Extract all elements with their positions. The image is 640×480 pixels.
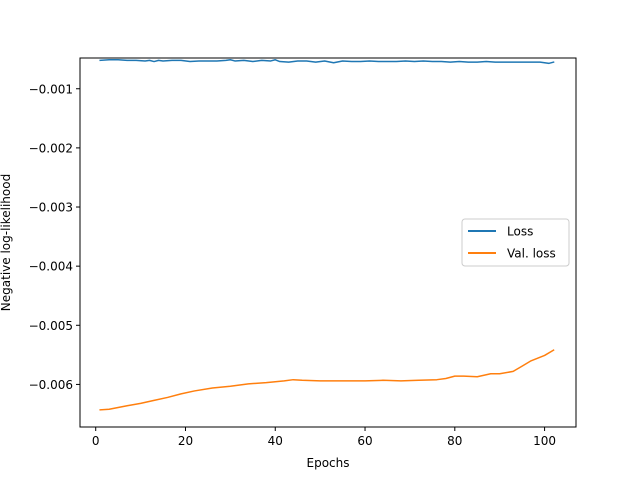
y-tick-label: −0.003 xyxy=(29,201,73,215)
series-layer xyxy=(99,59,555,411)
series-line-loss xyxy=(99,59,555,65)
x-tick-label: 0 xyxy=(92,434,100,448)
series-line-val-loss xyxy=(99,349,555,411)
x-axis-title: Epochs xyxy=(307,456,350,470)
legend-label-loss: Loss xyxy=(507,225,533,239)
x-tick-label: 60 xyxy=(357,434,372,448)
y-tick-label: −0.004 xyxy=(29,260,73,274)
x-tick-label: 20 xyxy=(178,434,193,448)
plot-frame xyxy=(79,57,577,428)
x-tick-label: 40 xyxy=(268,434,283,448)
y-tick-label: −0.006 xyxy=(29,378,73,392)
x-tick-label: 100 xyxy=(533,434,556,448)
y-tick-label: −0.001 xyxy=(29,82,73,96)
y-tick-label: −0.005 xyxy=(29,319,73,333)
y-tick-label: −0.002 xyxy=(29,141,73,155)
x-axis: 0 20 40 60 80 100 xyxy=(92,427,556,448)
legend: Loss Val. loss xyxy=(461,218,570,267)
x-tick-label: 80 xyxy=(447,434,462,448)
y-axis-title: Negative log-likelihood xyxy=(0,174,13,311)
legend-label-val-loss: Val. loss xyxy=(507,247,556,261)
y-axis: −0.001 −0.002 −0.003 −0.004 −0.005 −0.006 xyxy=(29,82,80,392)
